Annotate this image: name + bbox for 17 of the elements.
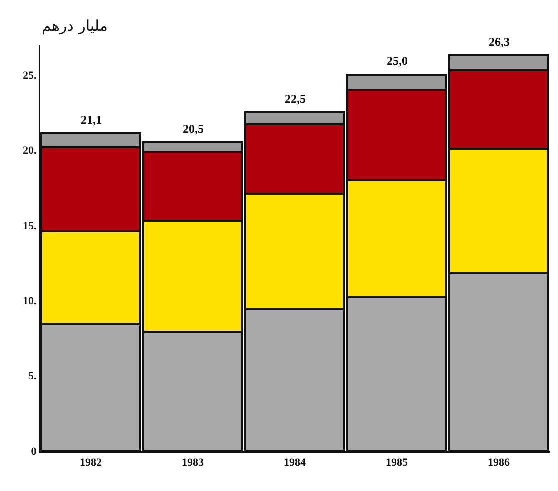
y-tick-label: 0 [31,446,38,458]
x-tick-label: 1985 [386,457,408,470]
y-tick-label: 10. [23,295,38,308]
x-tick-label: 1982 [80,457,102,470]
total-label: 25,0 [387,54,408,68]
y-tick-label: 20. [23,145,38,158]
total-label: 21,1 [81,113,102,127]
x-tick-label: 1984 [284,457,306,470]
total-label: 22,5 [285,92,306,106]
x-tick-label: 1986 [488,457,510,470]
x-tick-label: 1983 [182,457,204,470]
total-label: 26,3 [489,35,510,49]
y-axis-title: مليار درهم [42,17,108,35]
total-label: 20,5 [183,122,204,136]
y-tick-label: 5. [28,370,38,383]
y-tick-label: 25. [23,70,38,82]
y-tick-label: 15. [23,220,38,232]
